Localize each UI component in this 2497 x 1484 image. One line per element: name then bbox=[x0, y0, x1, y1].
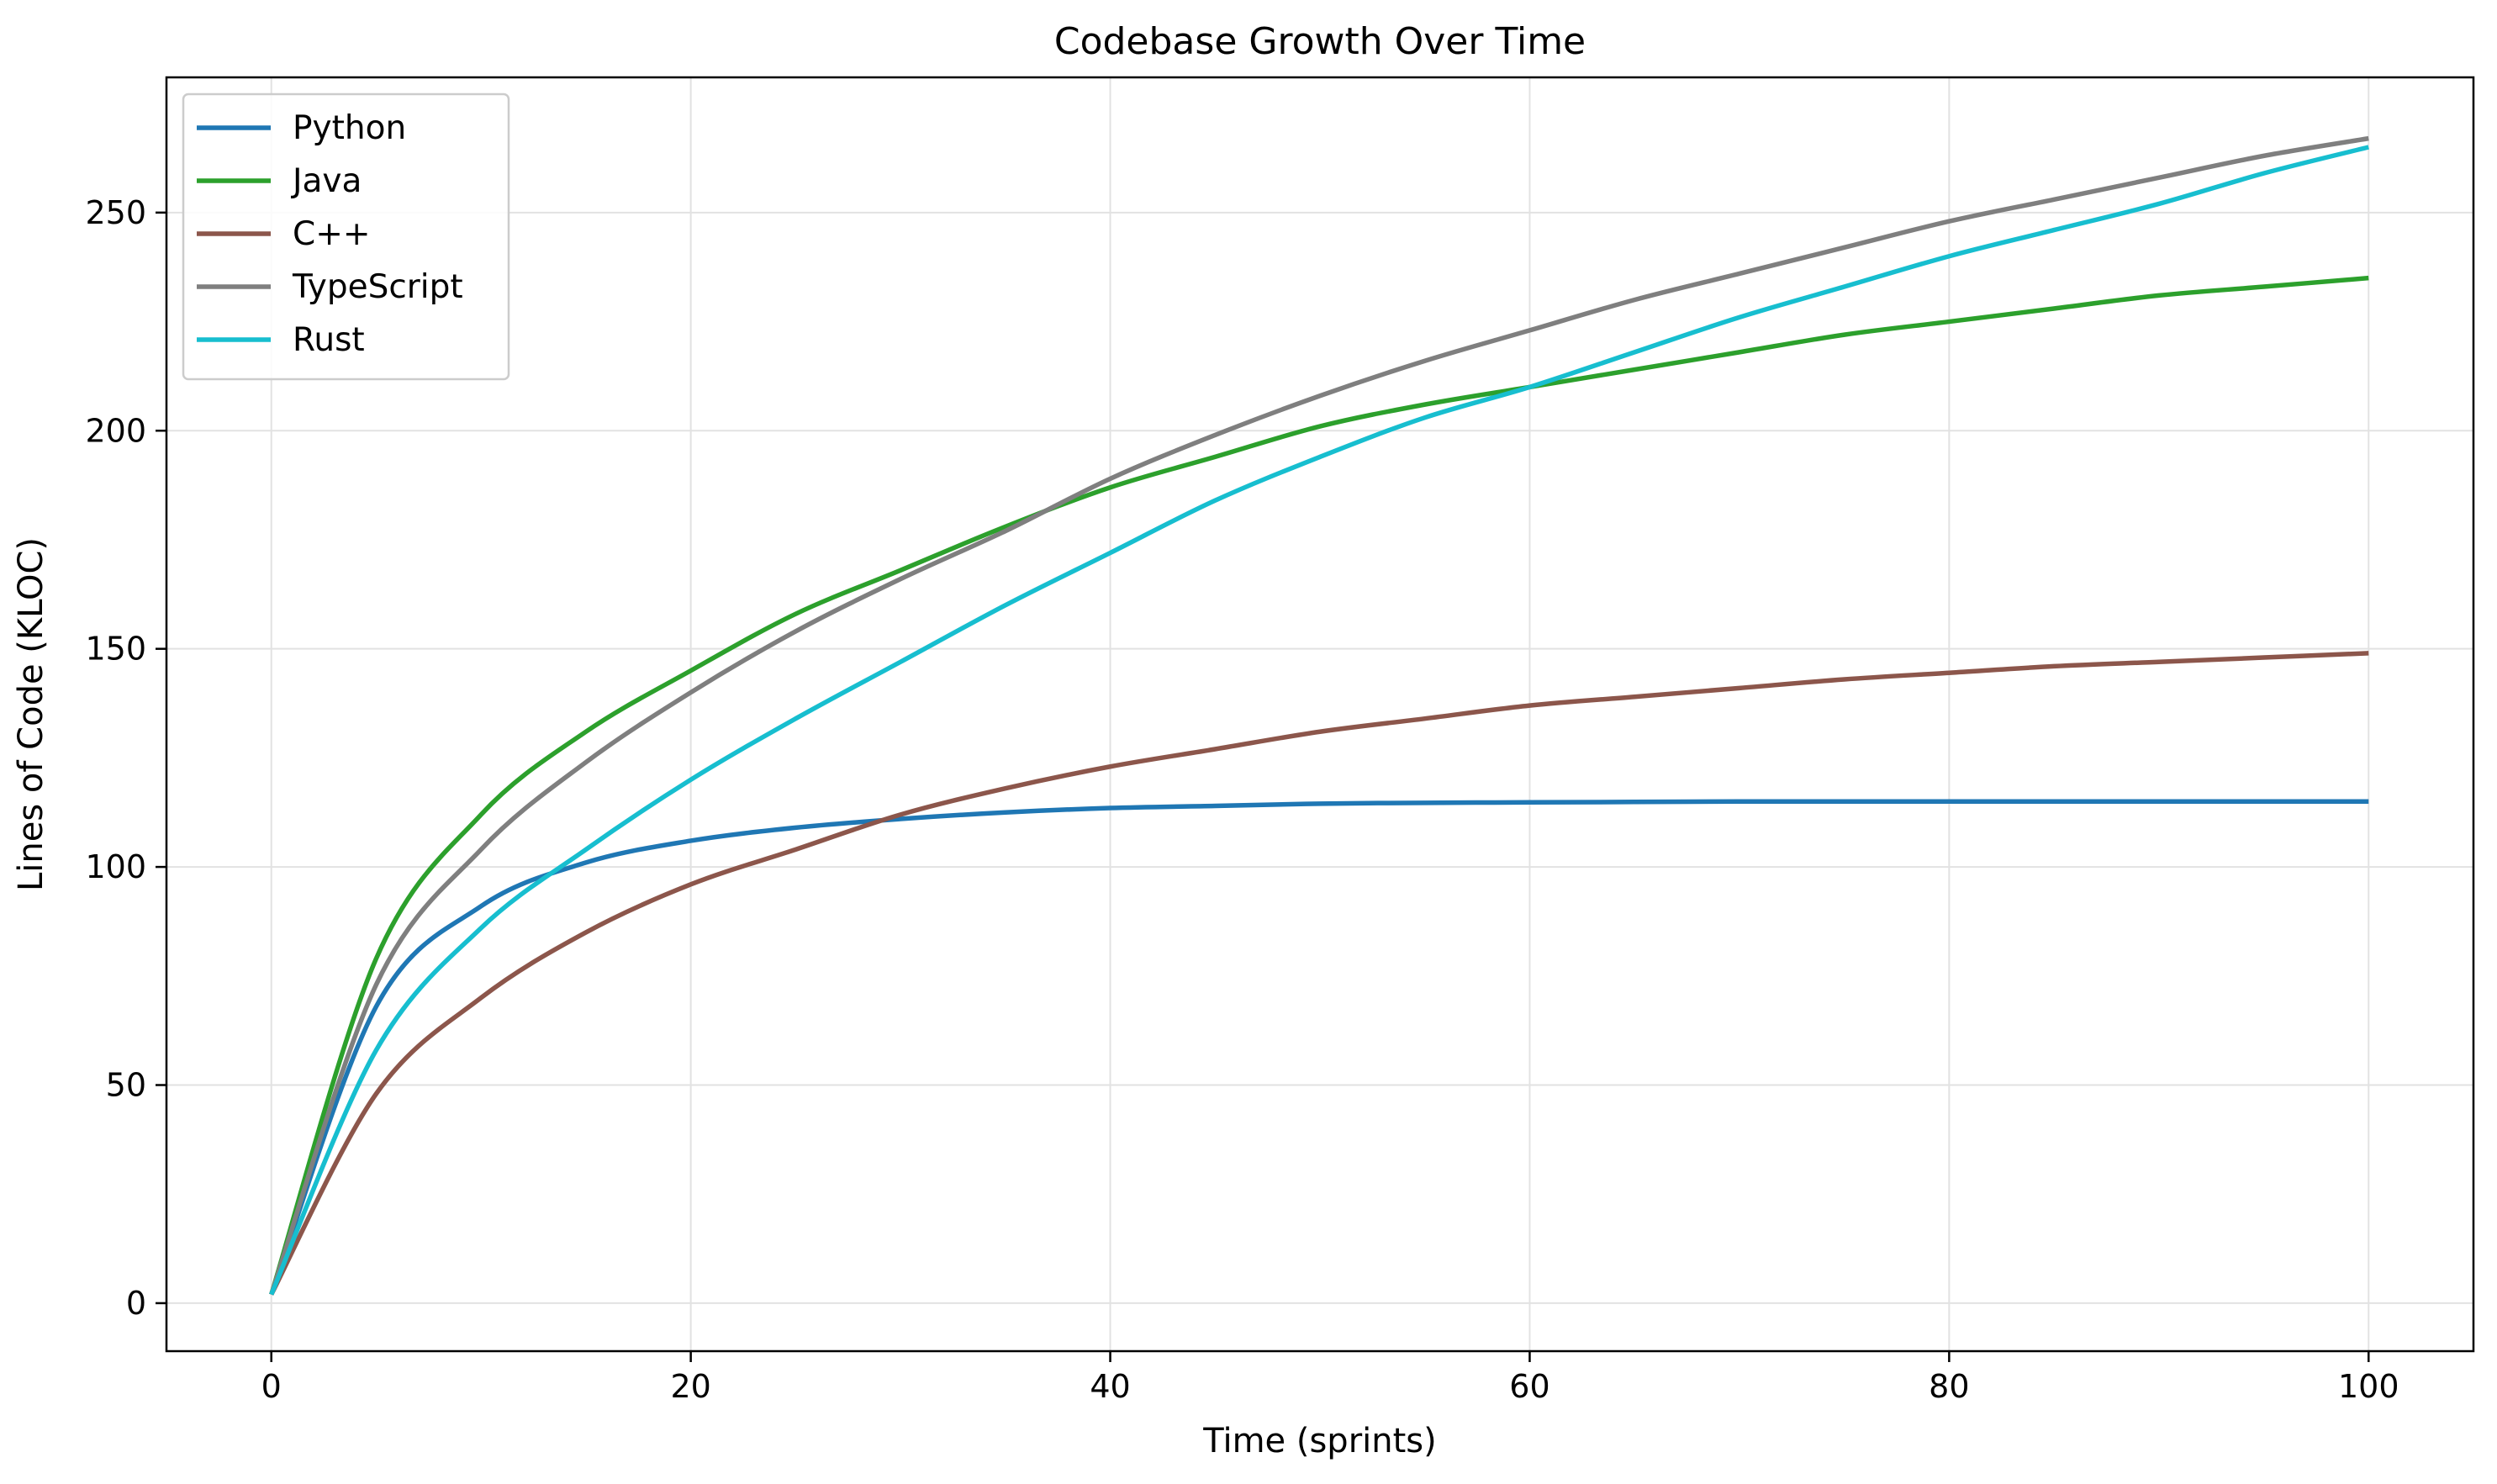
grid bbox=[166, 77, 2473, 1351]
x-tick-label: 0 bbox=[261, 1368, 282, 1405]
x-axis-label: Time (sprints) bbox=[1202, 1422, 1436, 1460]
series-line-python bbox=[269, 799, 2369, 1296]
y-tick-label: 150 bbox=[85, 631, 146, 668]
y-tick-label: 0 bbox=[126, 1285, 146, 1322]
x-tick-label: 20 bbox=[670, 1368, 710, 1405]
x-tick-label: 100 bbox=[2338, 1368, 2399, 1405]
y-tick-label: 100 bbox=[85, 848, 146, 885]
legend-label-python: Python bbox=[293, 109, 406, 147]
y-axis-label: Lines of Code (KLOC) bbox=[12, 537, 50, 891]
series-lines bbox=[269, 135, 2369, 1296]
series-line-java bbox=[269, 275, 2369, 1296]
legend-label-rust: Rust bbox=[293, 321, 365, 359]
legend: Python Java C++ TypeScript Rust bbox=[182, 92, 510, 381]
y-tick-label: 250 bbox=[85, 194, 146, 231]
legend-label-java: Java bbox=[290, 162, 362, 200]
series-line-rust bbox=[269, 145, 2369, 1296]
x-axis-ticks: 0 20 40 60 80 100 bbox=[261, 1351, 2399, 1405]
x-tick-label: 60 bbox=[1509, 1368, 1549, 1405]
y-axis-ticks: 0 50 100 150 200 250 bbox=[85, 194, 166, 1322]
legend-label-cpp: C++ bbox=[293, 215, 371, 253]
chart-title: Codebase Growth Over Time bbox=[1054, 20, 1586, 63]
series-line-typescript bbox=[269, 135, 2369, 1296]
plot-frame bbox=[165, 76, 2475, 1353]
x-tick-label: 80 bbox=[1929, 1368, 1969, 1405]
legend-box bbox=[182, 92, 510, 381]
y-tick-label: 200 bbox=[85, 412, 146, 449]
y-tick-label: 50 bbox=[106, 1067, 146, 1104]
series-line-cpp bbox=[269, 651, 2369, 1296]
x-tick-label: 40 bbox=[1090, 1368, 1130, 1405]
legend-label-typescript: TypeScript bbox=[292, 268, 463, 306]
